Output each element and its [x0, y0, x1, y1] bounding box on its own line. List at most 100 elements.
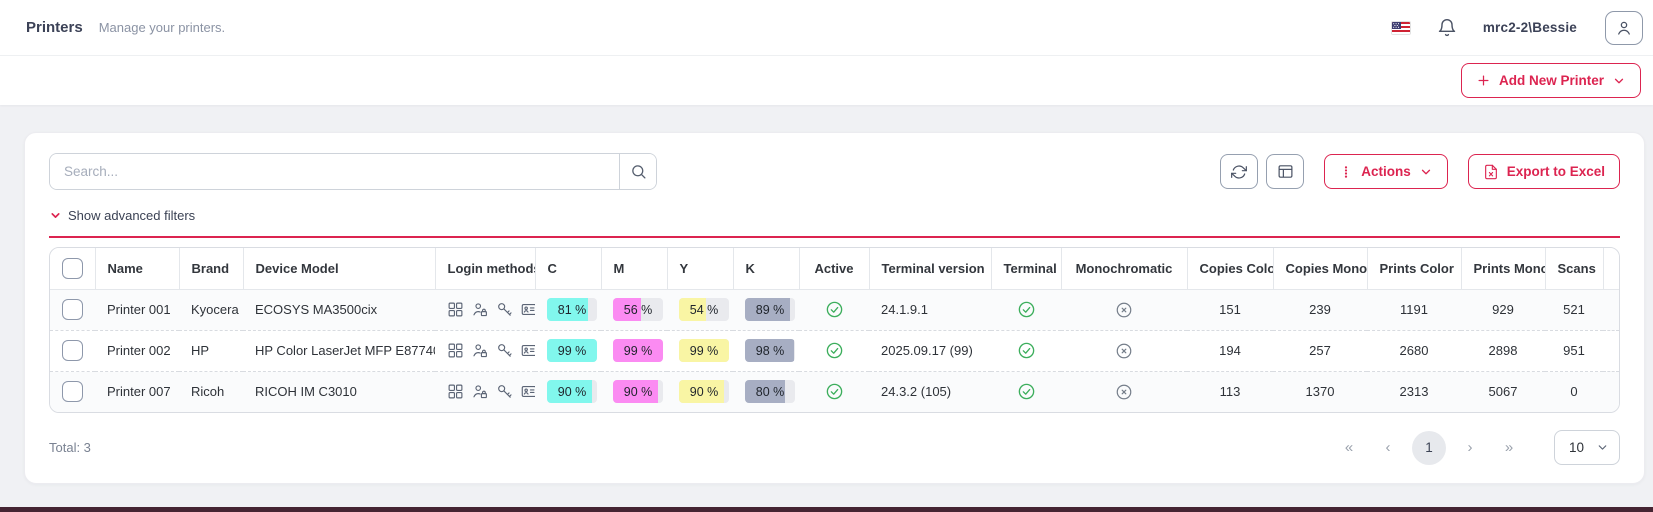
black-level-badge: 89 %: [745, 298, 795, 321]
x-circle-icon: [1115, 383, 1133, 401]
chevron-down-icon: [1612, 74, 1626, 88]
chevron-down-icon: [1596, 441, 1609, 454]
check-circle-icon: [1017, 300, 1036, 319]
cell-magenta-level: 56 %: [601, 288, 667, 330]
check-circle-icon: [825, 341, 844, 360]
cyan-level-badge: 81 %: [547, 298, 597, 321]
user-menu-button[interactable]: [1605, 10, 1643, 45]
column-header-copies-color[interactable]: Copies Color: [1187, 248, 1274, 289]
export-to-excel-label: Export to Excel: [1506, 164, 1605, 179]
column-header-device-model[interactable]: Device Model: [243, 248, 436, 289]
magenta-level-badge: 56 %: [613, 298, 663, 321]
cell-prints-color: 2313: [1367, 370, 1461, 412]
cell-black-level: 80 %: [733, 370, 799, 412]
cell-monochromatic: [1061, 329, 1187, 371]
table-row[interactable]: Printer 007 Ricoh RICOH IM C3010 90 % 90…: [50, 370, 1619, 412]
id-card-icon: [520, 301, 535, 318]
column-header-prints-color[interactable]: Prints Color: [1367, 248, 1462, 289]
cell-active: [799, 370, 869, 412]
cell-active: [799, 329, 869, 371]
cell-filler: [1603, 370, 1619, 412]
column-header-copies-mono[interactable]: Copies Mono: [1273, 248, 1368, 289]
cyan-level-badge: 99 %: [547, 339, 597, 362]
column-header-prints-mono[interactable]: Prints Mono: [1461, 248, 1546, 289]
page-size-select[interactable]: 10: [1554, 430, 1620, 465]
cell-brand: HP: [179, 329, 243, 371]
show-advanced-filters-label: Show advanced filters: [68, 208, 196, 223]
next-page-button[interactable]: ›: [1455, 433, 1485, 463]
column-header-login-methods[interactable]: Login methods: [435, 248, 536, 289]
chevron-down-icon: [49, 209, 62, 222]
total-count-label: Total: 3: [49, 440, 91, 455]
columns-settings-button[interactable]: [1266, 154, 1305, 189]
search-icon: [630, 163, 647, 180]
select-all-checkbox[interactable]: [62, 257, 83, 279]
cell-name: Printer 007: [95, 370, 179, 412]
show-advanced-filters-toggle[interactable]: Show advanced filters: [49, 208, 1620, 238]
column-header-name[interactable]: Name: [95, 248, 180, 289]
cell-monochromatic: [1061, 288, 1187, 330]
cell-prints-mono: 2898: [1461, 329, 1545, 371]
cell-copies-mono: 257: [1273, 329, 1367, 371]
table-row[interactable]: Printer 002 HP HP Color LaserJet MFP E87…: [50, 329, 1619, 371]
cell-cyan-level: 81 %: [535, 288, 601, 330]
magenta-level-badge: 90 %: [613, 380, 663, 404]
column-header-terminal-version[interactable]: Terminal version: [869, 248, 992, 289]
row-checkbox[interactable]: [62, 381, 83, 403]
cell-terminal-version: 2025.09.17 (99): [869, 329, 991, 371]
previous-page-button[interactable]: ‹: [1373, 433, 1403, 463]
page-title: Printers: [26, 19, 83, 36]
language-flag-icon[interactable]: [1390, 20, 1411, 35]
row-checkbox[interactable]: [62, 299, 83, 320]
column-header-scans[interactable]: Scans: [1545, 248, 1604, 289]
column-header-active[interactable]: Active: [799, 248, 870, 289]
actions-label: Actions: [1361, 164, 1411, 179]
cell-scans: 0: [1545, 370, 1603, 412]
column-header-k[interactable]: K: [733, 248, 800, 289]
keypad-icon: [447, 301, 464, 318]
column-header-y[interactable]: Y: [667, 248, 734, 289]
cell-brand: Ricoh: [179, 370, 243, 412]
current-page-indicator[interactable]: 1: [1412, 430, 1446, 465]
table-body: Printer 001 Kyocera ECOSYS MA3500cix 81 …: [50, 288, 1619, 412]
check-circle-icon: [825, 382, 844, 401]
search-input[interactable]: [50, 154, 619, 189]
cell-cyan-level: 99 %: [535, 329, 601, 371]
actions-button[interactable]: Actions: [1324, 154, 1448, 189]
table-row[interactable]: Printer 001 Kyocera ECOSYS MA3500cix 81 …: [50, 288, 1619, 330]
first-page-button[interactable]: «: [1334, 433, 1364, 463]
cell-scans: 521: [1545, 288, 1603, 330]
user-lock-icon: [471, 383, 489, 400]
page-size-value: 10: [1569, 440, 1585, 455]
row-checkbox[interactable]: [62, 340, 83, 361]
user-lock-icon: [471, 342, 489, 359]
cell-device-model: RICOH IM C3010: [243, 370, 435, 412]
notifications-bell-icon[interactable]: [1437, 18, 1457, 38]
cell-black-level: 89 %: [733, 288, 799, 330]
cell-copies-mono: 239: [1273, 288, 1367, 330]
column-header-monochromatic[interactable]: Monochromatic: [1061, 248, 1188, 289]
user-icon: [1615, 19, 1633, 37]
column-header-brand[interactable]: Brand: [179, 248, 244, 289]
cell-prints-color: 1191: [1367, 288, 1461, 330]
column-header-terminal[interactable]: Terminal: [991, 248, 1062, 289]
export-to-excel-button[interactable]: Export to Excel: [1467, 154, 1620, 189]
x-circle-icon: [1115, 342, 1133, 360]
column-header-m[interactable]: M: [601, 248, 668, 289]
user-lock-icon: [471, 301, 489, 318]
search-button[interactable]: [619, 154, 656, 189]
black-level-badge: 80 %: [745, 380, 795, 404]
x-circle-icon: [1115, 301, 1133, 319]
key-icon: [496, 342, 513, 359]
cell-black-level: 98 %: [733, 329, 799, 371]
column-header-c[interactable]: C: [535, 248, 602, 289]
key-icon: [496, 301, 513, 318]
add-new-printer-button[interactable]: Add New Printer: [1460, 63, 1641, 98]
cell-brand: Kyocera: [179, 288, 243, 330]
printers-card: Actions Export to Excel Show advanced fi…: [24, 132, 1645, 484]
last-page-button[interactable]: »: [1494, 433, 1524, 463]
cell-prints-mono: 929: [1461, 288, 1545, 330]
add-new-printer-label: Add New Printer: [1498, 73, 1604, 88]
cell-login-methods: [435, 329, 535, 371]
refresh-button[interactable]: [1220, 154, 1259, 189]
